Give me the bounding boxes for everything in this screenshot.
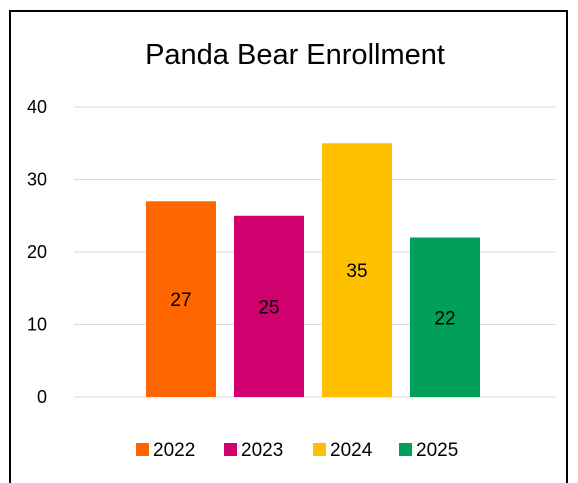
data-label-2025: 22 [434, 308, 455, 329]
y-tick-label: 10 [27, 315, 47, 335]
chart-title: Panda Bear Enrollment [145, 39, 445, 71]
legend-swatch-2022 [136, 443, 149, 456]
legend-label-2024: 2024 [330, 440, 373, 461]
legend-label-2023: 2023 [241, 440, 283, 461]
bars: 27 25 35 22 [146, 143, 480, 397]
bar-2024 [322, 143, 392, 397]
legend-label-2022: 2022 [153, 440, 195, 461]
bar-2022 [146, 201, 216, 397]
y-axis-ticks: 0 10 20 30 40 [27, 97, 47, 407]
legend-swatch-2025 [399, 443, 412, 456]
legend-swatch-2023 [224, 443, 237, 456]
y-tick-label: 0 [37, 387, 47, 407]
bar-2023 [234, 215, 304, 397]
data-label-2022: 27 [170, 290, 191, 311]
legend-swatch-2024 [313, 443, 326, 456]
y-tick-label: 40 [27, 97, 47, 117]
bar-2025 [410, 237, 480, 397]
y-tick-label: 30 [27, 170, 47, 190]
data-label-2024: 35 [346, 261, 367, 282]
y-tick-label: 20 [27, 242, 47, 262]
data-label-2023: 25 [258, 297, 279, 318]
legend-label-2025: 2025 [416, 440, 458, 461]
legend: 2022 2023 2024 2025 [136, 440, 458, 461]
